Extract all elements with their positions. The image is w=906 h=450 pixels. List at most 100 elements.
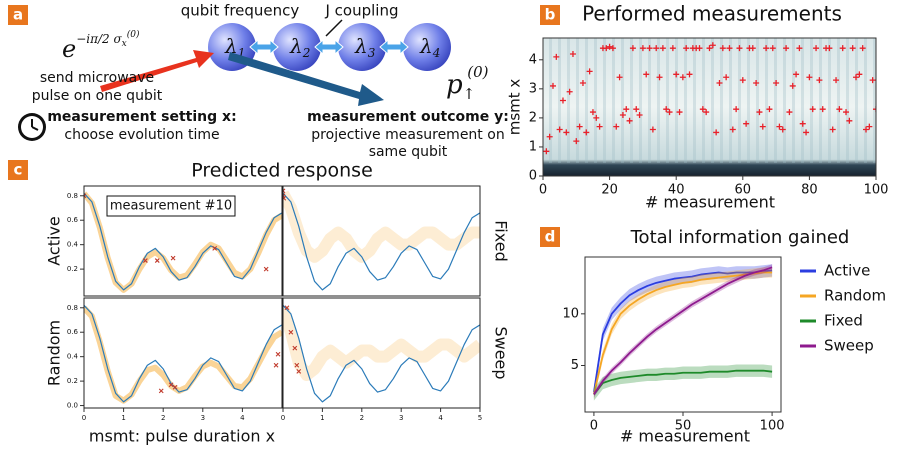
x-tick-label: 0 xyxy=(281,414,285,422)
point xyxy=(553,53,560,60)
point xyxy=(739,77,746,84)
caption: projective measurement on xyxy=(311,127,504,143)
heatmap-texture xyxy=(543,38,876,163)
marker xyxy=(212,245,218,251)
panel-letter: a xyxy=(13,6,23,24)
chart: 0 20 40 60 80 100 0 1 2 3 4 Performed measurements #… xyxy=(506,2,889,212)
point xyxy=(843,109,850,116)
marker xyxy=(168,382,174,388)
point xyxy=(583,129,590,136)
point xyxy=(819,106,826,113)
point xyxy=(756,109,763,116)
marker xyxy=(284,305,290,311)
error-band xyxy=(593,264,773,399)
point xyxy=(716,80,723,87)
qubit-diagram: qubit frequency J coupling λ1 λ2 λ3 λ4 e… xyxy=(18,2,509,160)
point xyxy=(859,45,866,52)
plot-area xyxy=(543,42,876,155)
chart: 0.2 0.4 0.6 0.8 Predicted response Active meas… xyxy=(45,160,373,297)
chart-title: Total information gained xyxy=(630,227,850,248)
point xyxy=(659,45,666,52)
point xyxy=(829,126,836,133)
row-label: Sweep xyxy=(492,326,511,379)
line xyxy=(593,369,773,395)
plot-area xyxy=(593,264,773,401)
point xyxy=(576,123,583,130)
x-tick-label: 3 xyxy=(201,414,205,422)
x-tick-label: 2 xyxy=(360,414,364,422)
panel-letter: c xyxy=(14,161,23,179)
x-tick-label: 80 xyxy=(801,183,818,198)
frame xyxy=(542,37,877,177)
pulse-formula: e−iπ/2 σx(0) xyxy=(62,29,140,63)
point xyxy=(799,120,806,127)
point xyxy=(549,82,556,89)
point xyxy=(666,109,673,116)
point xyxy=(813,45,820,52)
point xyxy=(609,45,616,52)
x-tick-label: 60 xyxy=(735,183,752,198)
point xyxy=(846,117,853,124)
chart-title: Performed measurements xyxy=(582,2,842,26)
point xyxy=(719,45,726,52)
panel-label: c xyxy=(8,160,28,180)
legend-label: Random xyxy=(824,287,886,305)
x-tick-label: 4 xyxy=(240,414,245,422)
caption: pulse on one qubit xyxy=(32,88,163,104)
marker xyxy=(142,258,148,263)
error-band xyxy=(593,364,773,401)
point xyxy=(856,71,863,78)
legend-label: Sweep xyxy=(824,337,874,355)
plot-area xyxy=(84,191,282,293)
line xyxy=(593,266,773,395)
x-tick-label: 3 xyxy=(399,414,403,422)
frame xyxy=(584,256,782,413)
pointer xyxy=(325,19,343,37)
point xyxy=(649,126,656,133)
point xyxy=(809,106,816,113)
plot-area xyxy=(84,304,282,404)
x-tick-label: 5 xyxy=(478,414,482,422)
qubit-label: λ4 xyxy=(419,34,440,60)
point xyxy=(686,71,693,78)
x-tick-label: 2 xyxy=(161,414,165,422)
point xyxy=(646,45,653,52)
point xyxy=(803,129,810,136)
y-axis-label: msmt x xyxy=(506,79,524,136)
y-tick-label: 1 xyxy=(529,139,537,154)
marker xyxy=(273,362,279,368)
x-tick-label: 20 xyxy=(601,183,618,198)
point xyxy=(736,45,743,52)
point xyxy=(653,45,660,52)
point xyxy=(546,133,553,140)
x-tick-label: 40 xyxy=(668,183,685,198)
line xyxy=(283,305,480,381)
marker xyxy=(288,329,294,335)
point xyxy=(753,80,760,87)
caption-title: measurement outcome y: xyxy=(307,109,509,125)
row-label: Fixed xyxy=(492,220,511,261)
point xyxy=(866,123,873,130)
marker xyxy=(275,351,281,357)
point xyxy=(806,74,813,81)
panel-label: a xyxy=(8,5,28,25)
row-label: Random xyxy=(45,320,64,386)
qubit-label: λ2 xyxy=(289,34,310,60)
y-tick-label: 0 xyxy=(529,169,537,184)
y-tick-label: 0.2 xyxy=(67,265,78,273)
qubit xyxy=(338,23,386,71)
caption: same qubit xyxy=(369,144,448,160)
point xyxy=(853,74,860,81)
y-tick-label: 2 xyxy=(529,110,537,125)
point xyxy=(616,74,623,81)
point xyxy=(566,88,573,95)
x-tick-label: 4 xyxy=(438,414,443,422)
point xyxy=(563,129,570,136)
qubit-label: λ3 xyxy=(354,34,376,60)
chart: 0 50 100 5 10 Total information gained # measu… xyxy=(562,227,886,446)
y-tick-label: 0.8 xyxy=(67,192,78,200)
point xyxy=(706,45,713,52)
point xyxy=(833,77,840,84)
point xyxy=(586,68,593,75)
frame xyxy=(83,185,283,297)
